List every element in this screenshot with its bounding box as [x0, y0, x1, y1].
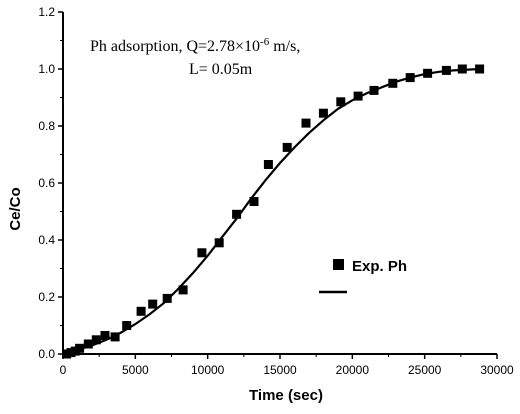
data-point: [318, 108, 328, 118]
annotation: Ph adsorption, Q=2.78×10-6 m/s, L= 0.05m: [90, 36, 300, 78]
data-point: [232, 209, 242, 219]
annotation-line-1-sup: -6: [260, 36, 270, 48]
y-tick-label: 1.2: [38, 5, 55, 19]
data-point: [136, 306, 146, 316]
data-point: [388, 78, 398, 88]
y-tick-label: 0.4: [38, 233, 55, 247]
data-point: [423, 68, 433, 78]
data-point: [336, 97, 346, 107]
data-point: [75, 343, 85, 353]
data-point: [122, 321, 132, 330]
axes: 0.0 0.2 0.4 0.6 0.8 1.0 1.2 0 5000 10000 15000 2000…: [38, 5, 514, 377]
annotation-line-1-tail: m/s,: [269, 38, 300, 55]
y-tick-label: 0.6: [38, 176, 55, 190]
data-point: [475, 64, 485, 74]
data-point: [249, 197, 259, 206]
data-point: [110, 332, 120, 342]
data-point: [441, 65, 451, 75]
y-tick-label: 0.8: [38, 119, 55, 133]
data-point: [301, 118, 311, 128]
y-tick-label: 1.0: [38, 62, 55, 76]
data-point: [162, 293, 172, 303]
y-tick-label: 0.0: [38, 347, 55, 361]
data-point: [178, 285, 188, 295]
data-point: [457, 64, 467, 74]
data-point: [91, 335, 101, 345]
x-tick-label: 15000: [263, 363, 297, 377]
x-tick-label: 25000: [408, 363, 442, 377]
y-axis-title: Ce/Co: [7, 187, 24, 230]
marks: [62, 64, 485, 359]
x-tick-label: 10000: [191, 363, 225, 377]
annotation-line-1-main: Ph adsorption, Q=2.78×10: [90, 38, 260, 55]
x-tick-label: 30000: [480, 363, 514, 377]
data-point: [83, 339, 93, 349]
legend-marker-exp-ph: [333, 259, 344, 270]
y-tick-label: 0.2: [38, 290, 55, 304]
data-point: [100, 331, 110, 340]
x-tick-label: 20000: [336, 363, 370, 377]
x-tick-label: 5000: [122, 363, 149, 377]
data-point: [214, 238, 224, 248]
data-point: [405, 73, 415, 83]
data-point: [369, 85, 379, 95]
data-point: [148, 299, 158, 309]
annotation-line-1: Ph adsorption, Q=2.78×10-6 m/s,: [90, 36, 300, 55]
legend-label-exp-ph: Exp. Ph: [352, 258, 407, 275]
x-axis-title: Time (sec): [249, 387, 323, 404]
data-point: [197, 248, 207, 258]
data-point: [263, 160, 273, 169]
data-point: [282, 142, 292, 152]
data-point: [353, 91, 363, 101]
x-tick-label: 0: [60, 363, 67, 377]
legend: Exp. Ph: [319, 258, 407, 294]
annotation-line-2: L= 0.05m: [189, 61, 253, 78]
fit-line: [62, 67, 480, 356]
